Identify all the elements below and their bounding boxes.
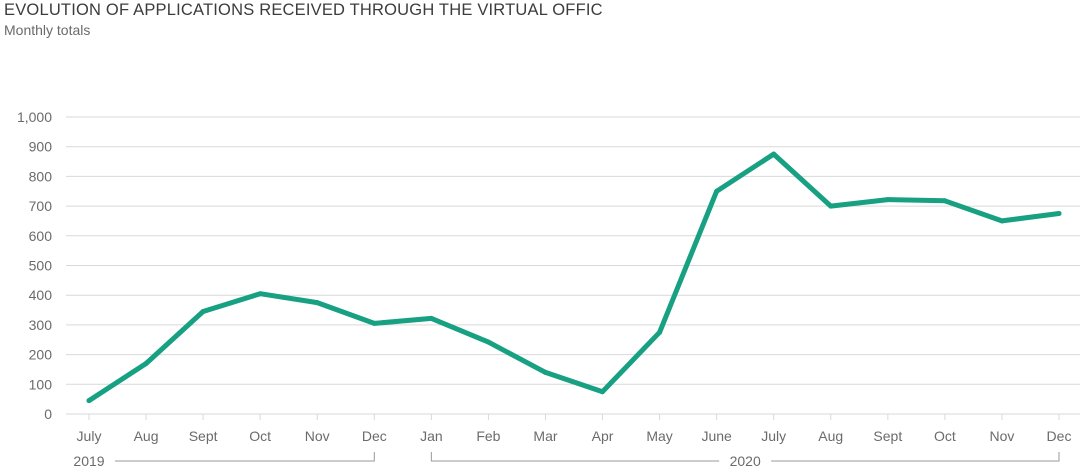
year-groups: 2019 2020 [73,452,1060,469]
x-tick-label: Sept [873,428,902,444]
y-tick-label: 100 [29,376,53,392]
x-tick-label: Nov [305,428,330,444]
data-point [371,320,377,326]
x-tick-label: Oct [934,428,956,444]
x-tick-label: July [77,428,102,444]
x-tick-label: Dec [362,428,387,444]
data-point [485,339,491,345]
y-tick-label: 200 [29,347,53,363]
data-point [828,203,834,209]
x-tick-label: Mar [533,428,557,444]
y-tick-label: 600 [29,228,53,244]
data-point [942,198,948,204]
data-point [657,329,663,335]
data-point [1056,211,1062,217]
x-tick-label: Aug [134,428,159,444]
x-tick-label: Feb [476,428,500,444]
x-tick-label: Oct [249,428,271,444]
data-point [257,291,263,297]
x-tick-label: May [646,428,672,444]
x-tick-label: June [701,428,732,444]
year-label: 2020 [730,453,761,469]
y-tick-label: 800 [29,168,53,184]
x-tick-label: Dec [1047,428,1072,444]
data-point [714,188,720,194]
y-tick-label: 1,000 [17,109,52,125]
data-point [600,389,606,395]
series-line [86,151,1062,404]
x-tick-label: Aug [818,428,843,444]
chart-title: EVOLUTION OF APPLICATIONS RECEIVED THROU… [4,1,603,19]
x-tick-label: July [761,428,786,444]
y-tick-label: 700 [29,198,53,214]
data-point [542,369,548,375]
y-tick-label: 300 [29,317,53,333]
y-axis-ticks: 0 100 200 300 400 500 600 700 800 900 1,000 [17,109,52,422]
data-point [314,300,320,306]
data-point [999,218,1005,224]
year-bracket [115,452,375,462]
data-point [200,309,206,315]
year-bracket [771,452,1060,462]
grid-lines [66,116,1080,415]
y-tick-label: 0 [44,406,52,422]
series-layer [86,151,1062,404]
chart-subtitle: Monthly totals [4,22,91,38]
data-point [86,398,92,404]
y-tick-label: 900 [29,139,53,155]
x-tick-label: Jan [420,428,443,444]
x-axis-ticks: July Aug Sept Oct Nov Dec Jan Feb Mar Apr May June J… [77,414,1072,444]
x-tick-label: Sept [189,428,218,444]
year-label: 2019 [73,453,104,469]
data-point [771,151,777,157]
x-tick-label: Apr [592,428,614,444]
y-tick-label: 400 [29,287,53,303]
data-point [428,315,434,321]
data-point [143,361,149,367]
year-bracket [430,452,720,462]
x-tick-label: Nov [989,428,1014,444]
y-tick-label: 500 [29,258,53,274]
data-point [885,197,891,203]
